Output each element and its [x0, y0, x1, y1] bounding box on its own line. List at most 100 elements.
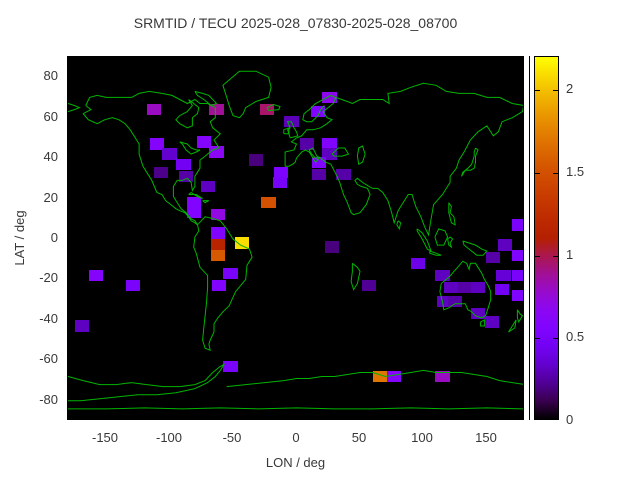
coastline-path: [179, 141, 201, 155]
tec-cell: [435, 370, 450, 383]
tec-cell: [211, 279, 227, 292]
y-tick-label: -20: [39, 270, 58, 285]
coastline-path: [68, 363, 226, 402]
tec-cell: [209, 146, 224, 158]
tec-cell: [299, 138, 314, 150]
tec-cell: [125, 279, 140, 292]
x-tick-label: 50: [351, 430, 367, 445]
coastline-path: [68, 407, 523, 410]
y-tick-label: -60: [39, 351, 58, 366]
coastline-path: [266, 103, 281, 112]
tec-cell: [511, 269, 523, 282]
tec-cell: [361, 279, 376, 292]
y-tick-label: 40: [43, 149, 58, 164]
x-axis-label: LON / deg: [265, 455, 326, 470]
coastline-path: [516, 309, 523, 324]
coastline-path: [82, 90, 222, 226]
tec-cell: [261, 196, 276, 209]
tec-cell: [495, 283, 510, 296]
tec-cell: [200, 180, 215, 193]
colorbar-gradient: [534, 56, 559, 420]
tec-cell: [511, 249, 523, 261]
tec-cell: [149, 138, 164, 150]
tec-cell: [310, 105, 326, 118]
tec-cell: [336, 168, 351, 180]
tec-cell: [248, 154, 263, 166]
colorbar-tick: [535, 338, 540, 339]
tec-cell: [186, 196, 201, 209]
coastline-path: [448, 202, 456, 226]
tec-cell: [272, 176, 288, 189]
tec-cell: [387, 370, 402, 383]
tec-cell: [223, 267, 238, 280]
coastline-path: [188, 191, 203, 200]
y-tick-label: 60: [43, 109, 58, 124]
coastline-path: [447, 236, 454, 249]
colorbar-tick: [553, 173, 558, 174]
colorbar-tick: [535, 90, 540, 91]
x-tick-label: 150: [475, 430, 497, 445]
coastline-path: [226, 369, 523, 388]
tec-cell: [223, 360, 238, 373]
coastline-path: [193, 216, 253, 352]
tec-cell: [88, 269, 104, 282]
right-axis-line: [529, 56, 530, 420]
tec-cell: [436, 296, 451, 308]
tec-cell: [196, 136, 211, 148]
colorbar-tick: [535, 256, 540, 257]
colorbar-tick: [535, 173, 540, 174]
tec-cell: [312, 156, 327, 168]
coastline-path: [350, 262, 361, 291]
y-tick-label: 0: [50, 230, 58, 245]
x-tick-label: -50: [222, 430, 242, 445]
coastline-layer: [68, 70, 523, 410]
coastline-path: [416, 228, 433, 253]
coastline-path: [480, 319, 485, 327]
tec-cell: [186, 207, 201, 219]
tec-cell: [178, 170, 194, 182]
tec-cell: [324, 241, 340, 253]
colorbar-tick-label: 2: [566, 81, 574, 96]
coastline-path: [331, 147, 350, 157]
tec-cell: [470, 308, 486, 320]
tec-cell: [411, 257, 426, 269]
tec-cell: [448, 296, 463, 308]
coastline-path: [462, 240, 488, 256]
tec-cell: [147, 103, 162, 116]
tec-cell: [234, 237, 250, 249]
colorbar-tick-label: 1.5: [566, 164, 585, 179]
tec-cell: [435, 269, 450, 282]
coastline-path: [284, 82, 523, 237]
coastline-path: [434, 228, 449, 246]
tec-cell: [322, 91, 337, 104]
coastline-path: [283, 127, 290, 135]
colorbar-tick: [553, 90, 558, 91]
coastline-path: [396, 220, 402, 231]
tec-cell: [312, 168, 327, 180]
tec-cell: [373, 370, 388, 383]
y-tick-label: -80: [39, 392, 58, 407]
coastline-path: [439, 260, 492, 319]
tec-cell: [210, 227, 225, 239]
tec-cell: [274, 166, 289, 178]
y-axis-label: LAT / deg: [12, 210, 27, 266]
coastline-path: [68, 103, 81, 113]
tec-cell: [458, 281, 473, 294]
coastline-path: [302, 94, 337, 123]
heatmap-cells-layer: [68, 57, 523, 419]
coastline-path: [175, 99, 200, 129]
colorbar-tick-label: 0: [566, 412, 574, 427]
coastline-path: [194, 90, 218, 107]
tec-cell: [209, 103, 224, 116]
coastline-path: [222, 70, 272, 119]
tec-cell: [484, 316, 500, 328]
tec-cell: [176, 158, 191, 170]
x-tick-label: 0: [292, 430, 300, 445]
tec-cell: [496, 269, 511, 282]
coastline-path: [429, 250, 442, 256]
x-tick-label: -150: [91, 430, 119, 445]
tec-cell: [322, 138, 337, 150]
coastline-path: [356, 145, 366, 165]
tec-cell: [162, 148, 177, 160]
